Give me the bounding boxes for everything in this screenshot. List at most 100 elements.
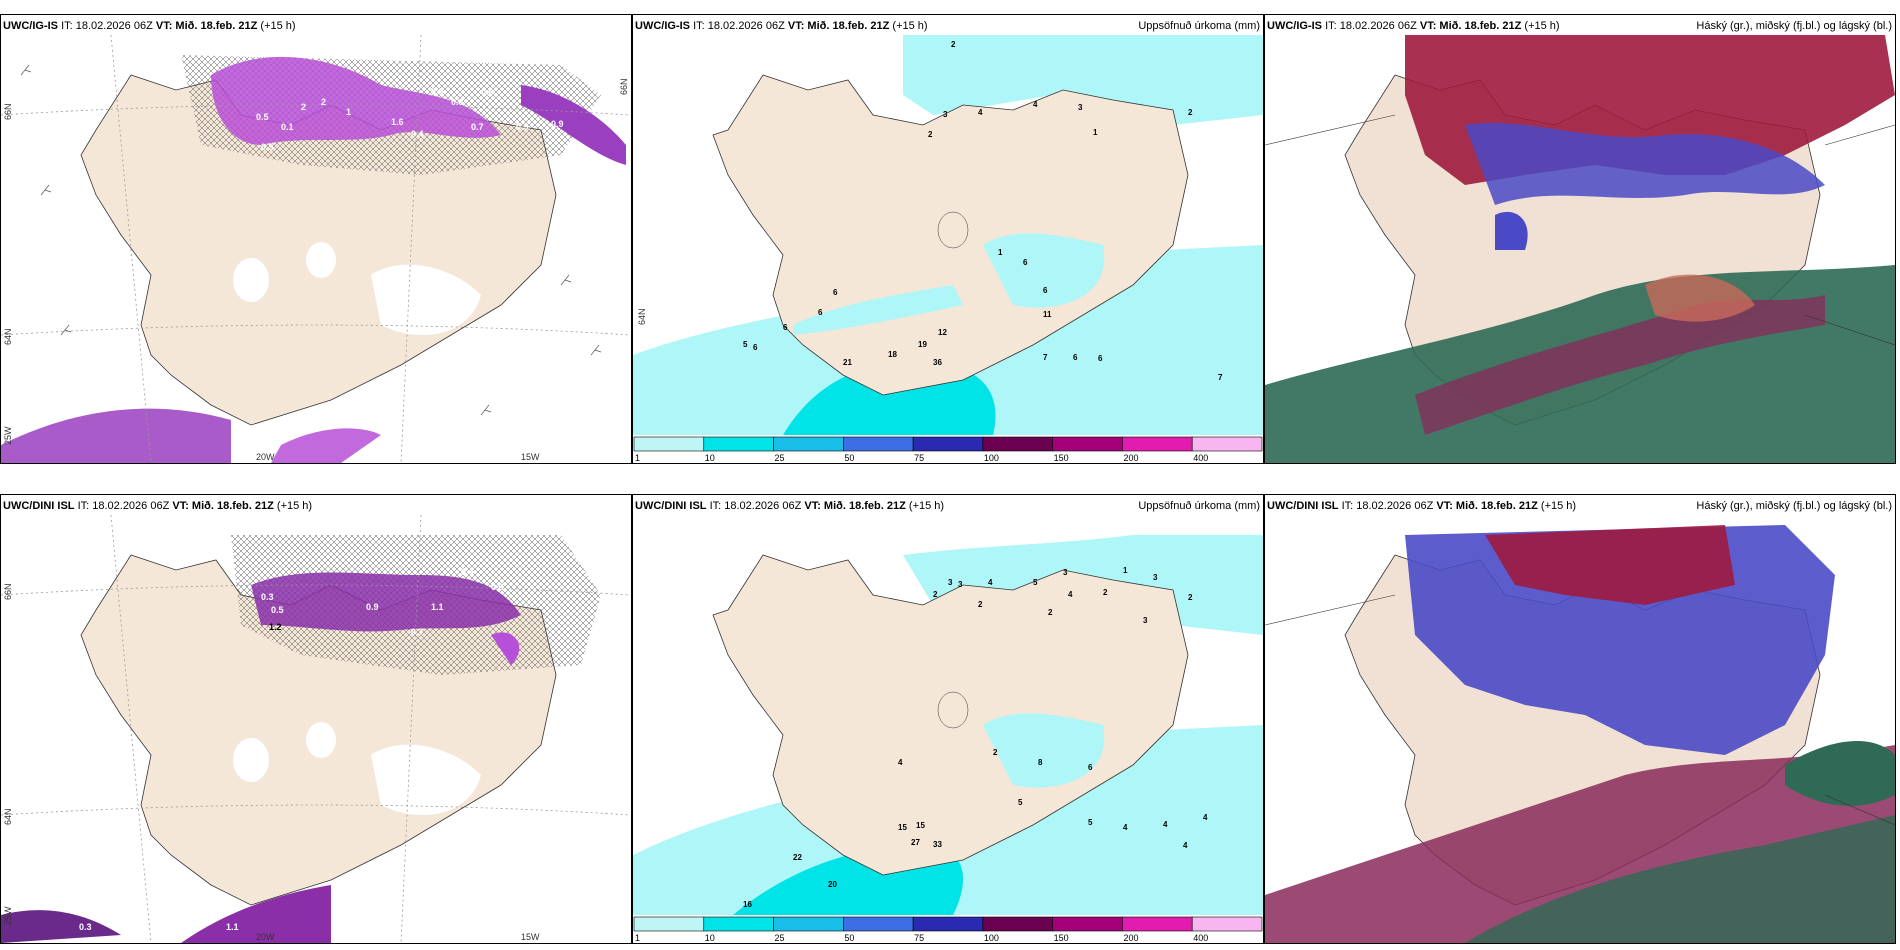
wind-value: 0.6 <box>491 582 504 592</box>
precip-value: 6 <box>753 343 758 352</box>
lat-label: 66N <box>3 103 13 120</box>
legend-tick: 100 <box>984 453 999 463</box>
precip-value: 11 <box>1043 310 1052 319</box>
legend-swatch <box>633 436 705 452</box>
panel-header: UWC/IG-IS IT: 18.02.2026 06Z VT: Mið. 18… <box>635 20 928 32</box>
precip-value: 5 <box>1033 578 1038 587</box>
precip-value: 6 <box>783 323 788 332</box>
wind-value: 0.9 <box>551 119 564 129</box>
precip-value: 2 <box>951 40 956 49</box>
precip-value: 6 <box>1043 286 1048 295</box>
wind-value: 0.3 <box>261 592 274 602</box>
init-time: IT: 18.02.2026 06Z <box>709 500 802 512</box>
legend-tick: 50 <box>844 933 854 943</box>
valid-time: Mið. 18.feb. 21Z <box>1455 500 1538 512</box>
legend-swatch <box>1191 916 1263 932</box>
legend-tick: 150 <box>1054 933 1069 943</box>
precip-legend-bar: 1 10 25 50 75 100 150 200 400 <box>633 436 1263 463</box>
precip-value: 4 <box>978 108 983 117</box>
precip-value: 12 <box>938 328 947 337</box>
legend-swatch <box>843 436 914 452</box>
wind-value: 1.2 <box>269 622 282 632</box>
panel-header: UWC/DINI ISL IT: 18.02.2026 06Z VT: Mið.… <box>1267 500 1576 512</box>
precip-value: 3 <box>1078 103 1083 112</box>
legend-swatch <box>1191 436 1263 452</box>
precip-value: 4 <box>1068 590 1073 599</box>
wind-value: 0.5 <box>431 87 444 97</box>
precip-value: 6 <box>818 308 823 317</box>
lat-label: 64N <box>637 308 647 325</box>
precip-value: 2 <box>1103 588 1108 597</box>
legend-swatch <box>982 916 1053 932</box>
lon-label: 25W <box>3 426 13 445</box>
vt-label: VT: <box>1419 20 1437 32</box>
wind-value: 0.5 <box>256 112 269 122</box>
wind-map: 1.2 0.3 0.5 0.7 1.1 0.9 0.4 0.6 0.3 1.1 … <box>1 515 631 943</box>
precip-value: 3 <box>1143 616 1148 625</box>
precip-value: 36 <box>933 358 942 367</box>
precip-value: 2 <box>1048 608 1053 617</box>
model-name: UWC/IG-IS <box>635 20 690 32</box>
precip-value: 2 <box>1188 593 1193 602</box>
lat-label: 66N <box>3 583 13 600</box>
wind-value: 1 <box>346 107 351 117</box>
precip-value: 8 <box>1038 758 1043 767</box>
legend-swatch <box>703 436 774 452</box>
precip-value: 6 <box>833 288 838 297</box>
precip-value: 7 <box>1218 373 1223 382</box>
panel-cloud-row2: UWC/DINI ISL IT: 18.02.2026 06Z VT: Mið.… <box>1264 494 1896 944</box>
precip-value: 4 <box>1203 813 1208 822</box>
cloud-title: Háský (gr.), miðský (fj.bl.) og lágský (… <box>1696 500 1892 512</box>
legend-tick: 150 <box>1054 453 1069 463</box>
precip-value: 16 <box>743 900 752 909</box>
wind-value: 1.1 <box>431 602 444 612</box>
precip-value: 33 <box>933 840 942 849</box>
legend-swatch <box>1052 916 1123 932</box>
panel-wind-row2: UWC/DINI ISL IT: 18.02.2026 06Z VT: Mið.… <box>0 494 632 944</box>
precip-value: 4 <box>1033 100 1038 109</box>
legend-swatch <box>773 916 844 932</box>
precip-value: 4 <box>1163 820 1168 829</box>
legend-tick: 200 <box>1123 933 1138 943</box>
precip-title: Uppsöfnuð úrkoma (mm) <box>1138 500 1260 512</box>
legend-tick: 1 <box>635 933 640 943</box>
precip-map: 3 3 2 4 5 3 4 1 2 3 2 2 2 3 2 8 6 5 4 15… <box>633 515 1263 915</box>
precip-value: 5 <box>743 340 748 349</box>
precip-value: 2 <box>993 748 998 757</box>
panel-cloud-row1: UWC/IG-IS IT: 18.02.2026 06Z VT: Mið. 18… <box>1264 14 1896 464</box>
wind-value: 0.9 <box>366 602 379 612</box>
legend-tick: 25 <box>775 933 785 943</box>
precip-value: 18 <box>888 350 897 359</box>
lon-label: 20W <box>256 932 275 942</box>
init-time: IT: 18.02.2026 06Z <box>1341 500 1434 512</box>
legend-tick: 10 <box>705 933 715 943</box>
precip-value: 1 <box>1093 128 1098 137</box>
precip-map: 2 3 4 4 3 2 1 2 1 6 6 6 6 12 19 36 18 21… <box>633 35 1263 435</box>
vt-label: VT: <box>155 20 173 32</box>
legend-swatch <box>1052 436 1123 452</box>
panel-wind-row1: UWC/IG-IS IT: 18.02.2026 06Z VT: Mið. 18… <box>0 14 632 464</box>
wind-value: 0.9 <box>516 122 529 132</box>
precip-legend: 1 10 25 50 75 100 150 200 400 <box>633 915 1263 943</box>
precip-value: 2 <box>1188 108 1193 117</box>
legend-swatch <box>773 436 844 452</box>
precip-value: 22 <box>793 853 802 862</box>
init-time: IT: 18.02.2026 06Z <box>1325 20 1417 32</box>
model-name: UWC/DINI ISL <box>1267 500 1339 512</box>
precip-value: 2 <box>978 600 983 609</box>
model-name: UWC/DINI ISL <box>3 500 75 512</box>
legend-swatch <box>843 916 914 932</box>
precip-value: 6 <box>1073 353 1078 362</box>
init-time: IT: 18.02.2026 06Z <box>61 20 153 32</box>
legend-tick: 400 <box>1193 933 1208 943</box>
wind-value: 2 <box>321 97 326 107</box>
lead-time: (+15 h) <box>1524 20 1560 32</box>
init-time: IT: 18.02.2026 06Z <box>77 500 170 512</box>
lead-time: (+15 h) <box>892 20 928 32</box>
legend-tick: 75 <box>914 453 924 463</box>
cloud-title: Háský (gr.), miðský (fj.bl.) og lágský (… <box>1696 20 1892 32</box>
vt-label: VT: <box>172 500 189 512</box>
panel-header: UWC/DINI ISL IT: 18.02.2026 06Z VT: Mið.… <box>3 500 312 512</box>
wind-value: 0.5 <box>271 605 284 615</box>
wind-value: 1.6 <box>391 117 404 127</box>
